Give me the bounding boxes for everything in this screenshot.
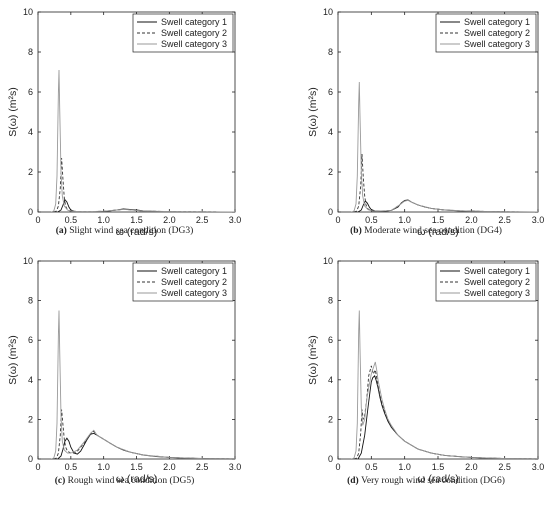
x-tick-label: 1.0 xyxy=(97,215,110,225)
x-tick-label: 1.5 xyxy=(432,462,445,472)
x-tick-label: 1.0 xyxy=(97,462,110,472)
x-tick-label: 2.0 xyxy=(465,215,478,225)
y-axis-label: S(ω) (m²s) xyxy=(7,87,19,137)
x-tick-label: 3.0 xyxy=(532,462,545,472)
x-tick-label: 0.5 xyxy=(365,215,378,225)
series-line-2 xyxy=(53,409,235,459)
series-line-3 xyxy=(50,310,235,459)
y-tick-label: 6 xyxy=(28,335,33,345)
panel-caption-text: Rough wind sea condition (DG5) xyxy=(68,475,195,486)
panel-caption: (b) Moderate wind sea condition (DG4) xyxy=(350,225,502,236)
series-line-1 xyxy=(357,374,538,459)
y-tick-label: 0 xyxy=(28,454,33,464)
y-tick-label: 6 xyxy=(28,87,33,97)
panel-caption: (c) Rough wind sea condition (DG5) xyxy=(55,475,195,486)
legend-label-3: Swell category 3 xyxy=(161,288,227,298)
legend-label-3: Swell category 3 xyxy=(161,39,227,49)
x-tick-label: 3.0 xyxy=(229,462,242,472)
y-tick-label: 0 xyxy=(28,207,33,217)
legend-label-1: Swell category 1 xyxy=(161,17,227,27)
series-line-2 xyxy=(353,153,538,212)
y-tick-label: 4 xyxy=(328,127,333,137)
legend-label-1: Swell category 1 xyxy=(464,266,530,276)
legend-label-1: Swell category 1 xyxy=(464,17,530,27)
x-tick-label: 1.0 xyxy=(398,215,411,225)
y-axis-label: S(ω) (m²s) xyxy=(307,335,319,385)
legend-label-3: Swell category 3 xyxy=(464,288,530,298)
x-tick-label: 1.5 xyxy=(130,215,143,225)
y-tick-label: 2 xyxy=(328,167,333,177)
x-tick-label: 0 xyxy=(35,215,40,225)
series-line-3 xyxy=(351,81,538,212)
legend-label-2: Swell category 2 xyxy=(464,28,530,38)
legend-label-1: Swell category 1 xyxy=(161,266,227,276)
series-line-2 xyxy=(353,365,538,459)
x-tick-label: 0.5 xyxy=(65,215,78,225)
panel-caption-text: Very rough wind sea condition (DG6) xyxy=(361,475,505,486)
y-tick-label: 4 xyxy=(28,375,33,385)
y-axis-label: S(ω) (m²s) xyxy=(7,335,19,385)
y-tick-label: 6 xyxy=(328,335,333,345)
x-tick-label: 2.0 xyxy=(163,215,176,225)
chart-panel-2: 0 0.5 1.0 1.5 2.0 2.5 3.0 0 2 4 6 8 10 ω (rad/s) S(ω) … xyxy=(307,7,544,238)
x-tick-label: 0.5 xyxy=(365,462,378,472)
y-tick-label: 10 xyxy=(323,7,333,17)
y-tick-label: 2 xyxy=(328,414,333,424)
legend-label-3: Swell category 3 xyxy=(464,39,530,49)
chart-panel-1: 0 0.5 1.0 1.5 2.0 2.5 3.0 0 2 4 6 8 10 ω (rad/s) S(ω) … xyxy=(7,7,241,238)
x-axis-label: ω (rad/s) xyxy=(417,473,458,485)
y-tick-label: 0 xyxy=(328,454,333,464)
y-tick-label: 10 xyxy=(23,256,33,266)
x-tick-label: 0 xyxy=(335,462,340,472)
x-tick-label: 1.0 xyxy=(398,462,411,472)
y-tick-label: 6 xyxy=(328,87,333,97)
y-tick-label: 8 xyxy=(328,47,333,57)
x-tick-label: 2.5 xyxy=(498,215,511,225)
x-tick-label: 2.0 xyxy=(465,462,478,472)
x-tick-label: 1.5 xyxy=(432,215,445,225)
x-tick-label: 2.0 xyxy=(163,462,176,472)
x-tick-label: 2.5 xyxy=(498,462,511,472)
legend-label-2: Swell category 2 xyxy=(464,277,530,287)
x-tick-label: 0 xyxy=(35,462,40,472)
x-tick-label: 2.5 xyxy=(196,215,209,225)
y-tick-label: 10 xyxy=(323,256,333,266)
legend-label-2: Swell category 2 xyxy=(161,28,227,38)
x-tick-label: 3.0 xyxy=(532,215,545,225)
panel-caption: (a) Slight wind sea condition (DG3) xyxy=(56,225,193,236)
series-line-1 xyxy=(57,198,235,212)
y-tick-label: 4 xyxy=(328,375,333,385)
y-tick-label: 2 xyxy=(28,414,33,424)
x-tick-label: 2.5 xyxy=(196,462,209,472)
panel-caption-letter: (a) xyxy=(56,225,69,236)
y-tick-label: 8 xyxy=(328,296,333,306)
series-line-2 xyxy=(53,157,235,212)
chart-panel-4: 0 0.5 1.0 1.5 2.0 2.5 3.0 0 2 4 6 8 10 ω (rad/s) S(ω) … xyxy=(307,256,544,486)
x-axis-label: ω (rad/s) xyxy=(116,473,157,485)
legend-label-2: Swell category 2 xyxy=(161,277,227,287)
y-tick-label: 2 xyxy=(28,167,33,177)
y-tick-label: 10 xyxy=(23,7,33,17)
x-tick-label: 3.0 xyxy=(229,215,242,225)
panel-caption-text: Slight wind sea condition (DG3) xyxy=(69,225,193,236)
x-axis-label: ω (rad/s) xyxy=(417,226,458,238)
y-tick-label: 4 xyxy=(28,127,33,137)
y-axis-label: S(ω) (m²s) xyxy=(307,87,319,137)
panel-caption-text: Moderate wind sea condition (DG4) xyxy=(364,225,502,236)
series-line-3 xyxy=(351,310,538,459)
x-tick-label: 0.5 xyxy=(65,462,78,472)
x-tick-label: 1.5 xyxy=(130,462,143,472)
y-tick-label: 0 xyxy=(328,207,333,217)
x-axis-label: ω (rad/s) xyxy=(116,226,157,238)
y-tick-label: 8 xyxy=(28,47,33,57)
x-tick-label: 0 xyxy=(335,215,340,225)
panel-caption-letter: (d) xyxy=(347,475,361,486)
y-tick-label: 8 xyxy=(28,296,33,306)
panel-caption-letter: (b) xyxy=(350,225,364,236)
panel-caption: (d) Very rough wind sea condition (DG6) xyxy=(347,475,505,486)
chart-panel-3: 0 0.5 1.0 1.5 2.0 2.5 3.0 0 2 4 6 8 10 ω (rad/s) S(ω) … xyxy=(7,256,241,486)
panel-caption-letter: (c) xyxy=(55,475,68,486)
series-line-3 xyxy=(50,69,235,212)
